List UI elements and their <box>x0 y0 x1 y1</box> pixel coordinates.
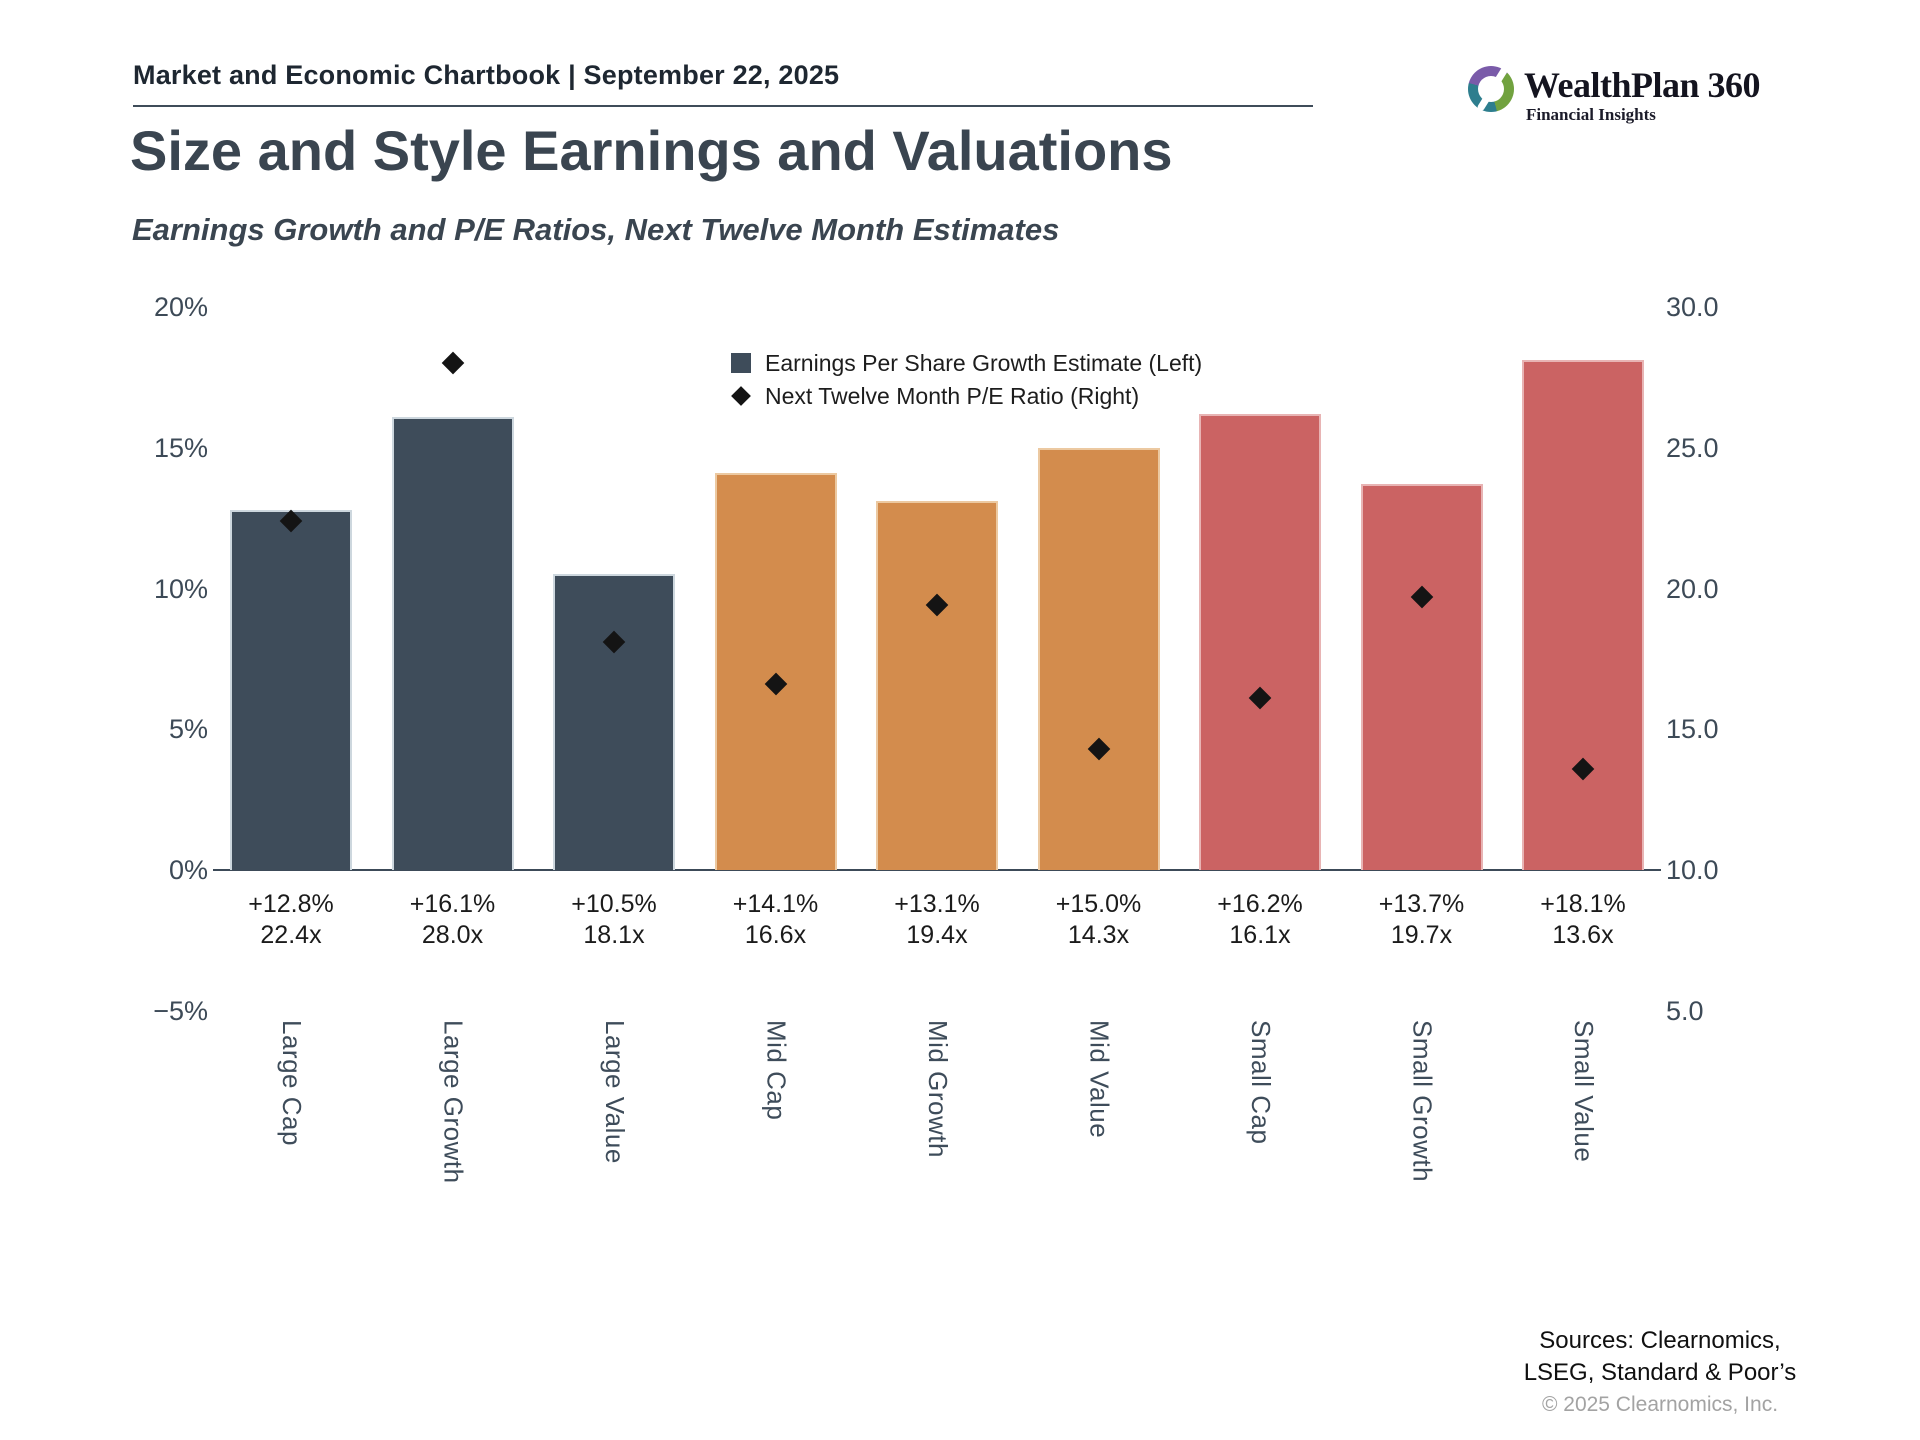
bar-mid-cap <box>714 473 837 870</box>
pe-ratio-value: 19.7x <box>1390 921 1453 949</box>
header-divider <box>133 105 1313 107</box>
legend-item-eps: Earnings Per Share Growth Estimate (Left… <box>731 350 1202 376</box>
eps-growth-value: +13.1% <box>894 890 980 918</box>
bar-mid-value <box>1037 447 1160 870</box>
category-label-mid-value: Mid Value <box>1084 1020 1115 1139</box>
pe-ratio-value: 22.4x <box>260 921 322 949</box>
eps-growth-value: +14.1% <box>732 890 819 918</box>
eps-square-icon <box>731 353 751 373</box>
bar-large-value <box>553 574 675 870</box>
bar-value-label-small-cap: +16.2% 16.1x <box>1175 889 1345 951</box>
eps-growth-value: +13.7% <box>1378 890 1465 918</box>
sources-line-1: Sources: Clearnomics, <box>1539 1327 1781 1354</box>
chartbook-header: Market and Economic Chartbook | Septembe… <box>133 60 840 90</box>
bar-large-cap <box>230 509 352 870</box>
zero-baseline <box>213 869 1661 871</box>
eps-growth-value: +12.8% <box>248 890 334 918</box>
pe-ratio-value: 13.6x <box>1552 921 1614 949</box>
y-axis-left-tick: 5% <box>168 714 208 745</box>
page-title: Size and Style Earnings and Valuations <box>130 119 1173 182</box>
copyright-text: © 2025 Clearnomics, Inc. <box>1541 1393 1779 1416</box>
page-subtitle: Earnings Growth and P/E Ratios, Next Twe… <box>132 212 1060 247</box>
logo-tagline: Financial Insights <box>1526 105 1656 124</box>
y-axis-right-tick: 20.0 <box>1666 573 1719 604</box>
bar-large-growth <box>391 416 514 870</box>
bar-value-label-small-growth: +13.7% 19.7x <box>1337 889 1507 951</box>
pe-diamond-large-growth <box>441 351 464 375</box>
bar-value-label-large-value: +10.5% 18.1x <box>529 889 699 951</box>
wealthplan-logo: WealthPlan 360 Financial Insights <box>1468 65 1761 125</box>
category-label-large-value: Large Value <box>600 1020 630 1164</box>
bar-value-label-small-value: +18.1% 13.6x <box>1498 889 1668 951</box>
category-label-mid-cap: Mid Cap <box>761 1020 792 1121</box>
y-axis-right-tick: 5.0 <box>1666 995 1704 1026</box>
category-label-large-growth: Large Growth <box>438 1020 469 1184</box>
eps-growth-value: +16.2% <box>1217 890 1303 918</box>
y-axis-left-tick: −5% <box>153 995 208 1026</box>
bar-value-label-large-growth: +16.1% 28.0x <box>368 889 538 951</box>
pe-ratio-value: 18.1x <box>583 921 645 949</box>
eps-growth-value: +18.1% <box>1540 890 1626 918</box>
pe-ratio-value: 19.4x <box>906 921 968 949</box>
bar-small-growth <box>1360 484 1483 870</box>
bar-mid-growth <box>876 501 998 870</box>
y-axis-left-tick: 10% <box>153 573 208 604</box>
bar-value-label-mid-cap: +14.1% 16.6x <box>691 889 861 951</box>
category-label-small-growth: Small Growth <box>1407 1020 1438 1183</box>
category-label-mid-growth: Mid Growth <box>923 1020 953 1158</box>
legend-item-pe: Next Twelve Month P/E Ratio (Right) <box>731 383 1202 409</box>
y-axis-left-tick: 15% <box>153 432 208 463</box>
bar-small-cap <box>1199 413 1321 870</box>
pe-ratio-value: 16.1x <box>1229 921 1291 949</box>
pe-ratio-value: 16.6x <box>744 921 807 949</box>
y-axis-right-tick: 10.0 <box>1666 855 1719 885</box>
sources-block: Sources: Clearnomics, LSEG, Standard & P… <box>1460 1325 1860 1417</box>
pe-ratio-value: 28.0x <box>421 921 484 949</box>
category-label-small-cap: Small Cap <box>1246 1020 1276 1145</box>
swirl-circle-icon <box>1468 66 1514 112</box>
legend-label-eps: Earnings Per Share Growth Estimate (Left… <box>765 349 1203 376</box>
y-axis-right-tick: 30.0 <box>1666 292 1719 322</box>
bar-value-label-mid-value: +15.0% 14.3x <box>1014 889 1184 951</box>
sources-line-2: LSEG, Standard & Poor’s <box>1523 1359 1797 1386</box>
y-axis-right-tick: 25.0 <box>1666 432 1719 463</box>
bar-value-label-mid-growth: +13.1% 19.4x <box>852 889 1022 951</box>
y-axis-left-tick: 0% <box>168 855 208 885</box>
category-label-large-cap: Large Cap <box>277 1020 307 1146</box>
y-axis-left-tick: 20% <box>153 292 208 322</box>
y-axis-right-tick: 15.0 <box>1666 714 1719 745</box>
bar-value-label-large-cap: +12.8% 22.4x <box>206 889 376 951</box>
eps-growth-value: +10.5% <box>571 890 657 918</box>
logo-name: WealthPlan 360 <box>1524 65 1761 105</box>
eps-growth-value: +15.0% <box>1055 890 1142 918</box>
chart-legend: Earnings Per Share Growth Estimate (Left… <box>731 350 1202 416</box>
category-label-small-value: Small Value <box>1569 1020 1599 1163</box>
pe-ratio-value: 14.3x <box>1067 921 1130 949</box>
eps-growth-value: +16.1% <box>409 890 496 918</box>
pe-diamond-icon <box>731 386 751 406</box>
legend-label-pe: Next Twelve Month P/E Ratio (Right) <box>765 382 1140 409</box>
bar-small-value <box>1522 360 1644 870</box>
